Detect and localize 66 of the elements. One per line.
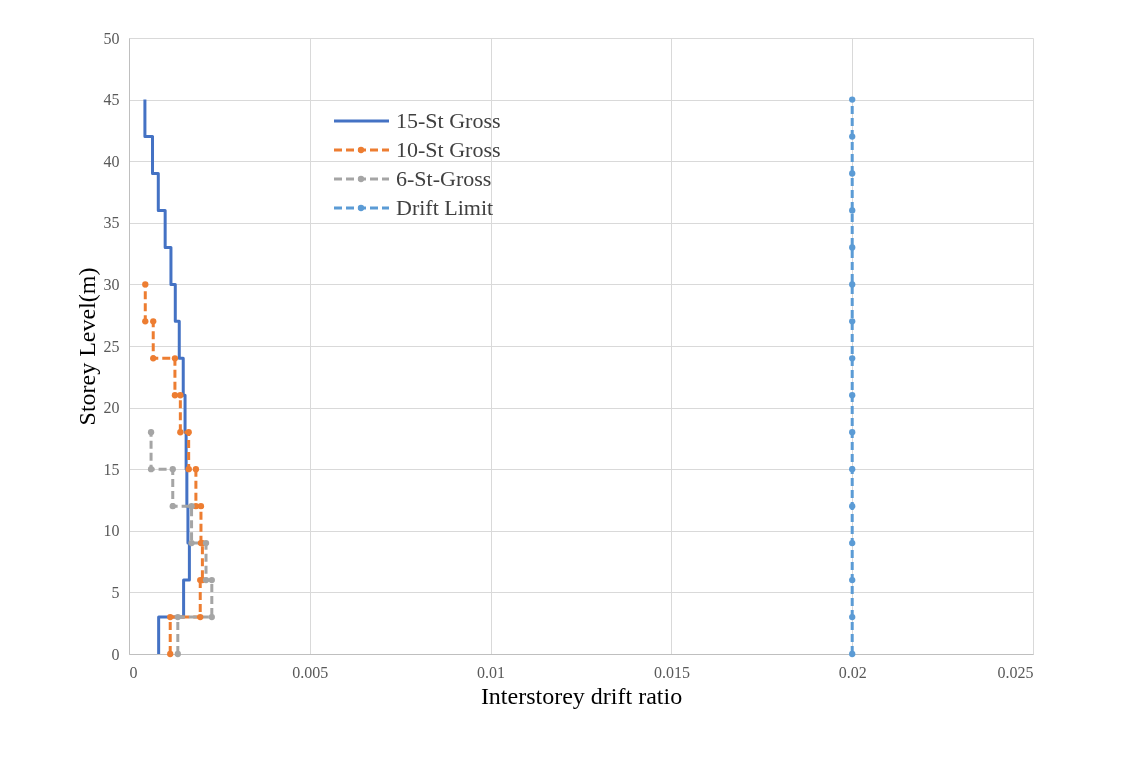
- y-axis-title: Storey Level(m): [73, 267, 100, 426]
- point: [177, 392, 184, 399]
- point: [849, 613, 856, 621]
- point: [150, 318, 157, 325]
- y-tick-label: 25: [103, 337, 120, 355]
- point: [208, 576, 215, 584]
- point: [208, 613, 215, 621]
- point: [849, 244, 856, 251]
- point: [171, 392, 179, 399]
- point: [147, 429, 155, 436]
- y-tick-label: 5: [111, 583, 120, 601]
- point: [849, 355, 856, 362]
- point: [150, 355, 157, 362]
- y-tick-label: 50: [103, 29, 120, 47]
- point: [171, 355, 179, 362]
- point: [849, 576, 856, 584]
- point: [849, 318, 856, 325]
- y-tick-label: 10: [103, 522, 120, 540]
- point: [169, 503, 176, 510]
- legend-label: Drift Limit: [396, 195, 494, 220]
- y-tick-label: 15: [103, 460, 120, 478]
- point: [185, 466, 192, 473]
- point: [174, 650, 181, 658]
- point: [849, 96, 856, 103]
- point: [197, 613, 204, 621]
- x-tick-label: 0.015: [653, 663, 690, 681]
- y-tick-label: 45: [103, 91, 120, 109]
- point: [174, 613, 181, 621]
- x-axis-title: Interstorey drift ratio: [480, 682, 683, 709]
- x-tick-label: 0.01: [477, 663, 506, 681]
- y-tick-label: 35: [103, 214, 120, 232]
- point: [142, 318, 149, 325]
- point: [849, 207, 856, 214]
- y-tick-label: 20: [103, 399, 120, 417]
- y-tick-label: 0: [111, 645, 120, 663]
- point: [849, 539, 856, 547]
- y-tick-label: 40: [103, 152, 120, 170]
- x-tick-label: 0.02: [838, 663, 867, 681]
- point: [849, 392, 856, 399]
- point: [849, 650, 856, 658]
- legend-label: 10-St Gross: [396, 137, 501, 162]
- x-tick-label: 0.005: [292, 663, 329, 681]
- y-tick-label: 30: [103, 275, 120, 293]
- point: [849, 429, 856, 436]
- legend-label: 15-St Gross: [396, 108, 501, 133]
- point: [167, 650, 174, 658]
- point: [192, 466, 200, 473]
- point: [147, 466, 155, 473]
- point: [169, 466, 176, 473]
- point: [142, 281, 149, 288]
- point: [167, 613, 174, 621]
- point: [849, 170, 856, 177]
- point: [849, 133, 856, 140]
- point: [188, 503, 195, 510]
- point: [197, 503, 205, 510]
- point: [202, 576, 210, 584]
- legend-label: 6-St-Gross: [396, 166, 492, 191]
- point: [849, 466, 856, 473]
- point: [185, 429, 192, 436]
- point: [849, 503, 856, 510]
- x-tick-label: 0.025: [997, 663, 1034, 681]
- x-tick-label: 0: [129, 663, 138, 681]
- point: [188, 539, 195, 547]
- point: [177, 429, 184, 436]
- point: [202, 539, 210, 547]
- point: [849, 281, 856, 288]
